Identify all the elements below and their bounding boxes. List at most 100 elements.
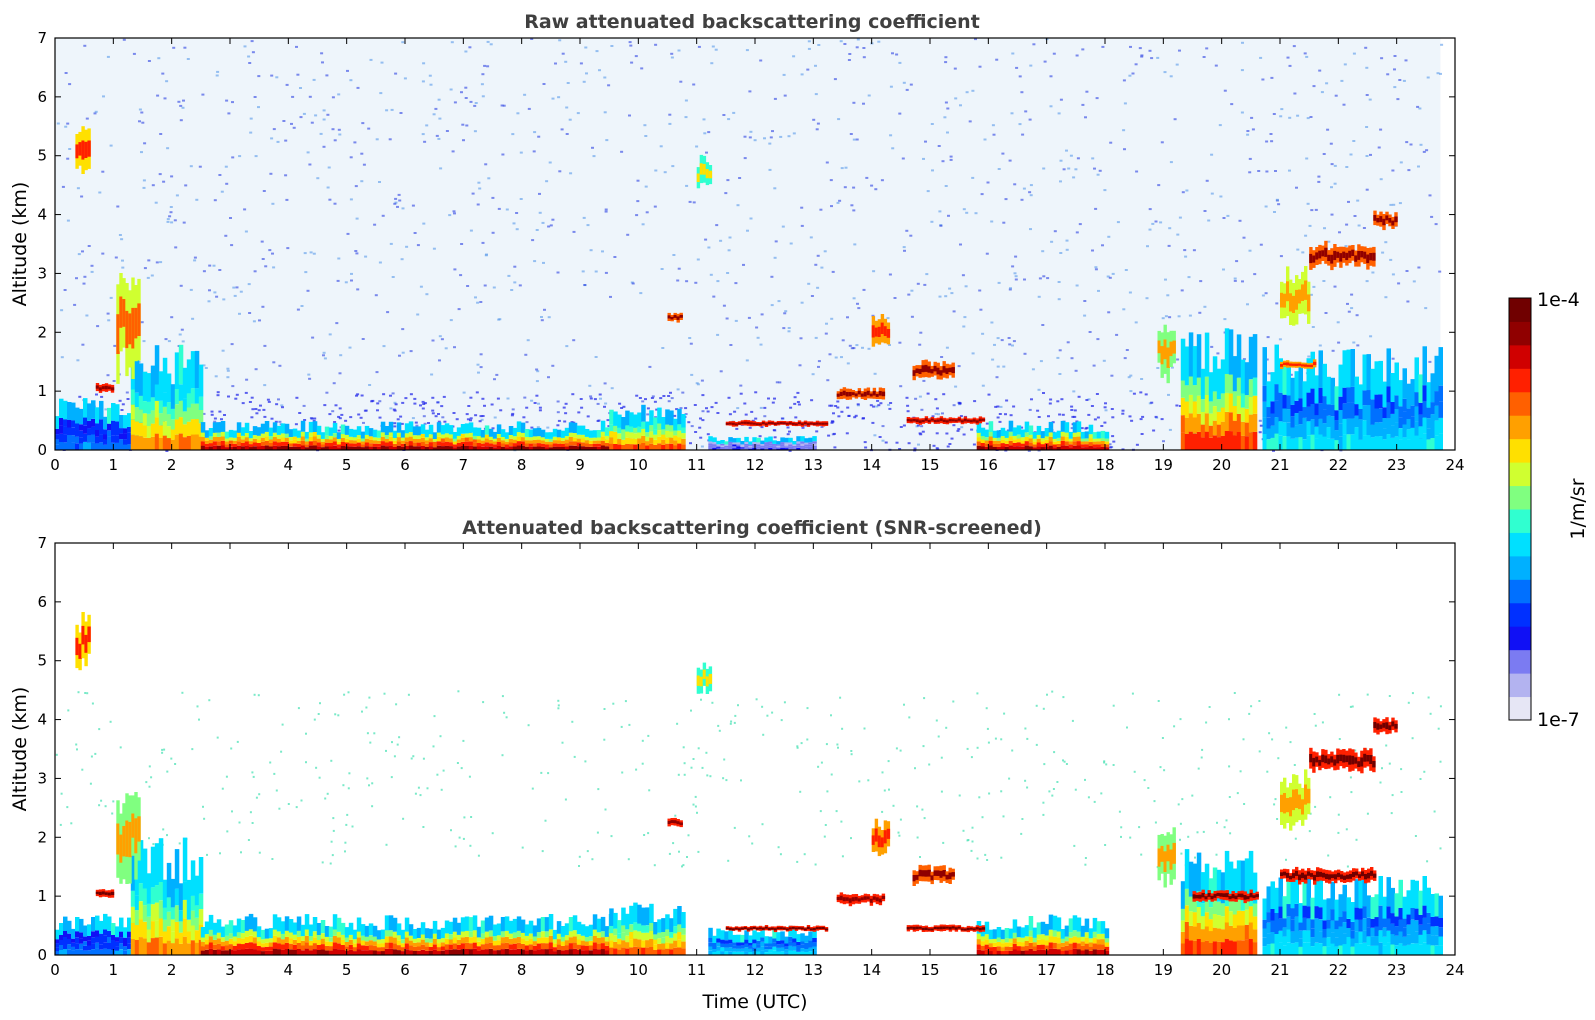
bl-cell: [296, 437, 302, 441]
noise-dot: [1385, 744, 1388, 747]
noise-dot: [643, 124, 647, 127]
bl-fringe: [154, 843, 160, 886]
noise-dot: [1381, 767, 1383, 770]
noise-dot: [226, 376, 230, 379]
noise-dot: [254, 155, 258, 158]
noise-dot: [207, 300, 211, 303]
noise-dot: [271, 858, 274, 860]
noise-dot: [584, 760, 587, 763]
bl-cell: [348, 446, 354, 450]
noise-dot: [700, 698, 702, 701]
bl-cell: [1072, 445, 1078, 450]
bl-fringe: [1088, 424, 1094, 435]
noise-dot: [696, 383, 700, 386]
bl-cell: [1008, 445, 1014, 450]
bl-cell: [1402, 424, 1407, 438]
bl-cell: [776, 448, 781, 450]
noise-dot: [719, 370, 723, 373]
bl-fringe: [304, 914, 310, 930]
noise-dot: [856, 403, 860, 406]
noise-dot: [906, 404, 910, 407]
noise-dot: [1344, 245, 1348, 248]
bl-cell: [75, 423, 80, 431]
noise-dot: [1326, 128, 1330, 131]
noise-dot: [648, 365, 652, 368]
cloud-core: [1280, 292, 1284, 308]
bl-fringe: [146, 873, 152, 904]
bl-fringe: [1192, 346, 1198, 386]
noise-dot: [677, 773, 680, 776]
cloud-core: [860, 393, 865, 397]
noise-dot: [689, 442, 692, 445]
noise-dot: [938, 295, 942, 298]
bl-cell: [182, 936, 188, 955]
bl-cell: [364, 950, 370, 955]
bl-cell: [464, 445, 470, 450]
noise-dot: [846, 362, 850, 365]
bl-cell: [296, 943, 302, 949]
noise-dot: [119, 746, 122, 749]
bl-cell: [1318, 418, 1323, 435]
bl-fringe: [780, 437, 785, 443]
noise-dot: [760, 313, 764, 316]
bl-fringe: [408, 421, 414, 433]
bl-fringe: [216, 422, 222, 433]
bl-fringe: [83, 398, 88, 418]
noise-dot: [1084, 116, 1087, 119]
bl-cell: [95, 436, 100, 444]
noise-dot: [1258, 750, 1261, 753]
bl-cell: [760, 447, 765, 449]
noise-dot: [815, 128, 819, 131]
bl-cell: [412, 942, 418, 947]
noise-dot: [231, 101, 234, 104]
bl-cell: [1100, 447, 1106, 450]
noise-dot: [723, 758, 726, 761]
noise-dot: [1035, 743, 1038, 746]
bl-cell: [677, 430, 682, 438]
bl-fringe: [984, 429, 990, 438]
bl-cell: [1378, 422, 1383, 437]
noise-dot: [846, 316, 849, 319]
noise-dot: [260, 240, 264, 243]
noise-dot: [1439, 847, 1442, 850]
noise-dot: [513, 281, 517, 284]
noise-dot: [276, 140, 280, 143]
bl-cell: [372, 950, 378, 955]
noise-dot: [1070, 427, 1074, 430]
noise-dot: [251, 51, 255, 54]
noise-dot: [436, 401, 440, 404]
bl-cell: [480, 446, 486, 450]
noise-dot: [1347, 310, 1351, 313]
noise-dot: [291, 95, 295, 98]
bl-cell: [496, 434, 502, 438]
noise-dot: [620, 725, 623, 728]
bl-cell: [677, 443, 682, 450]
noise-dot: [830, 421, 834, 424]
bl-cell: [1414, 435, 1419, 450]
bl-cell: [324, 950, 330, 955]
noise-dot: [319, 132, 323, 135]
noise-dot: [375, 371, 379, 374]
noise-dot: [994, 737, 997, 740]
noise-dot: [431, 409, 435, 412]
bl-cell: [1282, 422, 1287, 437]
bl-cell: [111, 420, 116, 428]
bl-cell: [276, 442, 282, 447]
noise-dot: [179, 284, 183, 287]
noise-dot: [962, 433, 966, 436]
noise-dot: [957, 365, 961, 368]
cloud-core: [1307, 294, 1311, 312]
noise-dot: [486, 65, 490, 68]
noise-dot: [416, 313, 420, 316]
bl-fringe: [162, 357, 168, 393]
bl-cell: [292, 939, 298, 945]
bl-cell: [228, 440, 234, 444]
cloud-core: [770, 422, 775, 425]
bl-cell: [328, 443, 334, 447]
noise-dot: [667, 395, 671, 397]
bl-cell: [162, 435, 168, 450]
noise-dot: [1128, 291, 1132, 294]
bl-fringe: [621, 417, 626, 430]
noise-dot: [332, 382, 336, 385]
noise-dot: [861, 346, 864, 349]
